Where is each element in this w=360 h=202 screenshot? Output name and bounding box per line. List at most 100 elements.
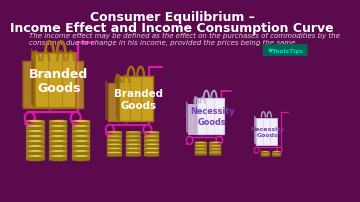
Ellipse shape [126, 140, 141, 141]
Circle shape [277, 147, 282, 153]
Bar [26, 126, 45, 130]
Ellipse shape [261, 154, 270, 155]
Ellipse shape [107, 139, 122, 141]
FancyBboxPatch shape [23, 62, 58, 108]
Bar [144, 140, 159, 144]
FancyBboxPatch shape [108, 84, 137, 122]
Circle shape [254, 147, 259, 153]
Bar [126, 140, 141, 144]
Bar [195, 146, 207, 148]
Bar [26, 156, 45, 160]
Ellipse shape [210, 148, 221, 149]
Ellipse shape [72, 135, 90, 137]
Polygon shape [20, 58, 23, 108]
Ellipse shape [26, 144, 45, 146]
Circle shape [143, 125, 152, 135]
Ellipse shape [126, 143, 141, 145]
Bar [210, 146, 221, 148]
Ellipse shape [261, 156, 270, 157]
Bar [107, 136, 122, 140]
Circle shape [25, 113, 35, 124]
Ellipse shape [126, 147, 141, 149]
Ellipse shape [72, 139, 90, 141]
Ellipse shape [144, 152, 159, 154]
Ellipse shape [126, 151, 141, 153]
FancyBboxPatch shape [263, 45, 308, 57]
Bar [126, 153, 141, 156]
Ellipse shape [49, 135, 67, 137]
Bar [272, 152, 281, 154]
Text: Branded
Goods: Branded Goods [114, 88, 163, 110]
Ellipse shape [72, 150, 90, 152]
Ellipse shape [195, 144, 207, 146]
Polygon shape [31, 49, 35, 108]
Ellipse shape [49, 129, 67, 132]
Bar [126, 136, 141, 140]
Ellipse shape [26, 150, 45, 152]
Ellipse shape [272, 154, 281, 155]
Ellipse shape [210, 154, 221, 156]
Ellipse shape [144, 135, 159, 137]
Ellipse shape [126, 148, 141, 149]
Bar [49, 131, 67, 135]
Ellipse shape [126, 139, 141, 141]
Bar [26, 131, 45, 135]
Ellipse shape [49, 155, 67, 157]
Ellipse shape [272, 151, 281, 152]
Ellipse shape [107, 147, 122, 149]
Bar [210, 143, 221, 145]
Ellipse shape [126, 155, 141, 157]
Ellipse shape [72, 120, 90, 122]
Bar [195, 143, 207, 145]
Polygon shape [186, 102, 188, 134]
Bar [126, 145, 141, 148]
Bar [107, 140, 122, 144]
Ellipse shape [72, 155, 90, 157]
Ellipse shape [210, 152, 221, 153]
Text: Income Effect and Income Consumption Curve: Income Effect and Income Consumption Cur… [10, 22, 334, 35]
Bar [107, 132, 122, 136]
Ellipse shape [261, 153, 270, 154]
Ellipse shape [49, 140, 67, 142]
Bar [261, 152, 270, 154]
FancyBboxPatch shape [48, 62, 84, 108]
Bar [49, 121, 67, 125]
Ellipse shape [107, 136, 122, 137]
Ellipse shape [195, 151, 207, 153]
Ellipse shape [49, 154, 67, 156]
Ellipse shape [72, 149, 90, 151]
Ellipse shape [49, 130, 67, 133]
Ellipse shape [144, 144, 159, 145]
Text: Branded
Goods: Branded Goods [29, 67, 88, 95]
Ellipse shape [26, 129, 45, 132]
Bar [144, 149, 159, 152]
Bar [210, 152, 221, 155]
Ellipse shape [26, 134, 45, 136]
Ellipse shape [49, 139, 67, 141]
Bar [72, 131, 90, 135]
FancyBboxPatch shape [35, 54, 76, 108]
Ellipse shape [210, 145, 221, 147]
Ellipse shape [126, 136, 141, 137]
Ellipse shape [107, 148, 122, 149]
Ellipse shape [72, 129, 90, 132]
Polygon shape [105, 81, 108, 122]
Bar [72, 126, 90, 130]
Ellipse shape [261, 151, 270, 152]
Ellipse shape [26, 124, 45, 126]
FancyBboxPatch shape [188, 104, 211, 134]
Ellipse shape [210, 148, 221, 150]
Ellipse shape [26, 130, 45, 133]
Ellipse shape [72, 134, 90, 136]
Ellipse shape [26, 125, 45, 127]
Bar [26, 141, 45, 145]
Circle shape [186, 137, 193, 145]
Ellipse shape [272, 156, 281, 157]
Ellipse shape [49, 145, 67, 147]
Bar [72, 141, 90, 145]
Bar [72, 121, 90, 125]
Ellipse shape [126, 135, 141, 137]
Ellipse shape [26, 159, 45, 161]
Bar [72, 146, 90, 150]
Ellipse shape [210, 142, 221, 143]
